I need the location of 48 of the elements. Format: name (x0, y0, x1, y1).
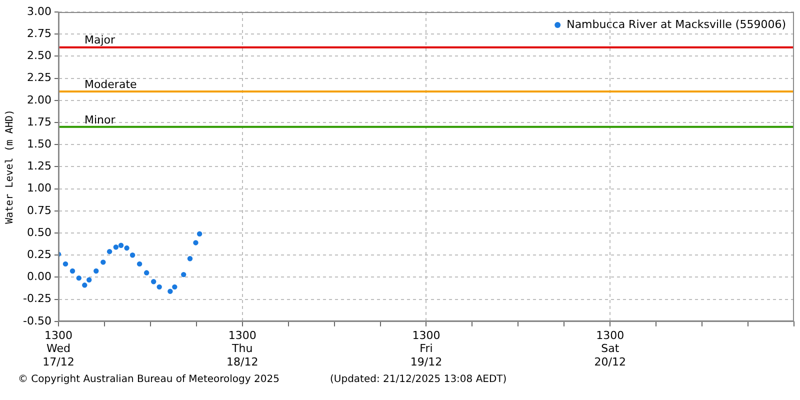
point (113, 244, 119, 250)
point (187, 256, 193, 262)
y-tick-label: 1.50 (26, 137, 52, 150)
y-tick-label: 2.00 (26, 93, 52, 106)
point (82, 282, 88, 288)
y-tick-label: -0.50 (22, 314, 52, 328)
point (168, 288, 173, 294)
point (106, 248, 112, 254)
y-tick-label: 0.75 (26, 204, 52, 217)
point (94, 268, 99, 274)
y-tick-label: 0.25 (26, 248, 52, 261)
y-axis-title: Water Level (m AHD) (4, 110, 16, 224)
y-tick-label: 2.25 (26, 71, 52, 84)
ref-line-label: Minor (84, 113, 116, 126)
y-tick-label: 3.00 (26, 4, 52, 18)
point (124, 245, 130, 251)
point (100, 260, 106, 265)
y-tick-label: 1.75 (26, 115, 52, 128)
point (86, 277, 92, 282)
point (144, 270, 150, 276)
y-tick-label: 2.75 (26, 26, 52, 40)
y-tick-label: 1.25 (26, 160, 52, 173)
point (70, 268, 76, 274)
point (193, 240, 198, 246)
point (172, 284, 178, 290)
y-tick-label: 1.00 (26, 182, 52, 195)
ref-line-label: Moderate (84, 78, 138, 91)
point (156, 284, 162, 290)
point (150, 279, 156, 284)
legend-label: Nambucca River at Macksville (559006) (566, 18, 786, 31)
ref-line-label: Major (84, 34, 116, 47)
text: (Updated: 21/12/2025 13:08 AEDT) (330, 374, 507, 385)
x-tick-label: 1300 Sat 20/12 (594, 328, 626, 368)
text: © Copyright Australian Bureau of Meteorology 2025 (18, 374, 280, 385)
x-tick-label: 1300 Fri 19/12 (410, 328, 442, 368)
y-tick-label: 2.50 (26, 49, 52, 62)
point (130, 252, 136, 258)
x-tick-label: 1300 Thu 18/12 (226, 328, 258, 368)
point (76, 275, 82, 281)
point (118, 242, 124, 248)
y-tick-label: -0.25 (22, 292, 52, 306)
point (136, 261, 142, 267)
y-tick-label: 0.50 (26, 226, 52, 239)
y-tick-label: 0.00 (26, 270, 52, 284)
point (196, 231, 202, 236)
point (62, 261, 68, 267)
point (181, 272, 186, 278)
x-tick-label: 1300 Wed 17/12 (42, 328, 74, 368)
